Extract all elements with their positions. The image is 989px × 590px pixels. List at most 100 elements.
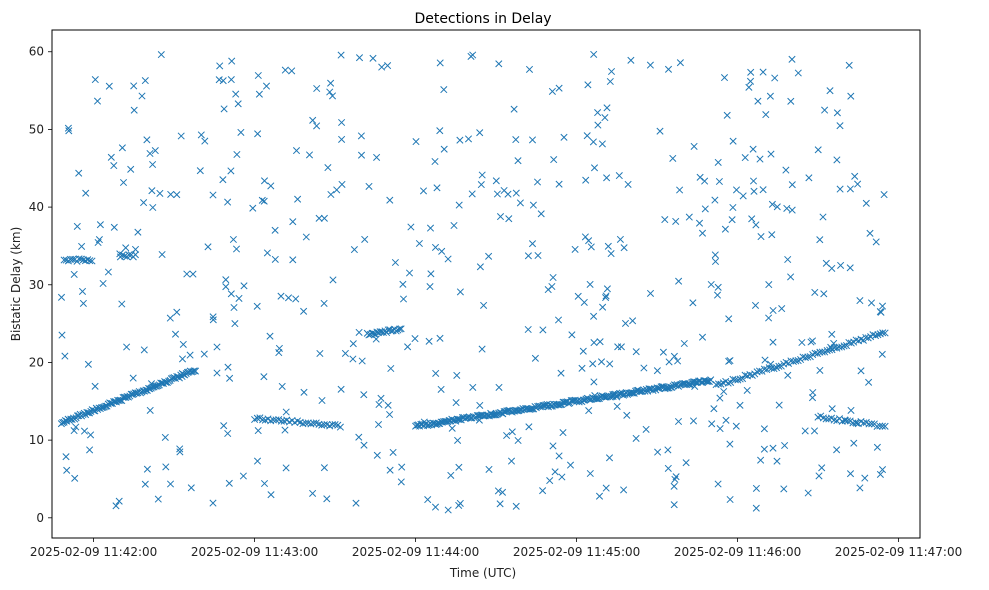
scatter-point	[129, 374, 137, 382]
scatter-point	[405, 269, 414, 277]
scatter-point	[87, 431, 95, 439]
scatter-point	[620, 486, 628, 494]
scatter-point	[476, 263, 484, 271]
scatter-point	[605, 454, 614, 462]
scatter-point	[809, 388, 817, 397]
scatter-point	[300, 388, 308, 396]
scatter-point	[232, 90, 240, 98]
scatter-point	[621, 319, 630, 327]
scatter-point	[140, 199, 148, 207]
scatter-point	[141, 77, 149, 85]
scatter-point	[176, 445, 184, 453]
scatter-point	[711, 251, 719, 259]
scatter-point	[646, 289, 655, 297]
scatter-point	[365, 182, 373, 190]
scatter-point	[551, 468, 559, 476]
scatter-point	[433, 184, 441, 192]
scatter-point	[447, 471, 455, 479]
scatter-point	[833, 446, 841, 454]
scatter-point	[233, 150, 241, 159]
scatter-point	[213, 343, 221, 351]
scatter-point	[391, 258, 399, 267]
scatter-point	[878, 422, 886, 430]
scatter-point	[525, 65, 534, 73]
scatter-point	[420, 418, 428, 426]
scatter-point	[584, 81, 592, 89]
scatter-point	[678, 380, 687, 388]
scatter-point	[331, 421, 339, 429]
scatter-point	[768, 200, 776, 208]
scatter-point	[178, 370, 186, 378]
scatter-point	[628, 389, 636, 397]
scatter-point	[260, 197, 268, 205]
scatter-point	[338, 180, 346, 188]
scatter-point	[498, 488, 507, 496]
scatter-point	[707, 280, 715, 289]
scatter-point	[369, 54, 377, 62]
scatter-point	[554, 316, 563, 324]
scatter-point	[750, 187, 758, 195]
scatter-point	[455, 201, 463, 209]
scatter-point	[407, 223, 415, 231]
scatter-point	[865, 420, 873, 428]
scatter-point	[657, 383, 665, 391]
scatter-point	[874, 331, 882, 339]
scatter-point	[72, 423, 80, 431]
scatter-point	[289, 218, 297, 226]
scatter-point	[811, 288, 819, 296]
scatter-point	[204, 243, 212, 251]
scatter-point	[759, 68, 767, 76]
scatter-point	[225, 479, 233, 487]
scatter-point	[495, 383, 503, 391]
scatter-point	[456, 136, 464, 144]
scatter-point	[830, 339, 838, 347]
scatter-point	[512, 136, 520, 144]
scatter-point	[804, 489, 812, 497]
scatter-point	[302, 233, 310, 241]
scatter-point	[254, 130, 262, 138]
scatter-point	[357, 151, 366, 159]
scatter-point	[384, 401, 392, 409]
scatter-point	[426, 224, 435, 232]
scatter-point	[496, 500, 504, 508]
scatter-point	[714, 480, 722, 488]
scatter-point	[232, 245, 241, 253]
scatter-point	[289, 256, 297, 264]
scatter-point	[323, 495, 331, 503]
scatter-point	[196, 167, 204, 175]
scatter-point	[792, 357, 800, 365]
scatter-point	[179, 340, 187, 348]
scatter-point	[177, 132, 185, 140]
y-tick-label: 50	[29, 122, 44, 136]
scatter-point	[810, 427, 819, 435]
scatter-point	[411, 335, 419, 343]
scatter-point	[118, 144, 126, 152]
scatter-point	[867, 299, 876, 307]
scatter-point	[395, 325, 404, 333]
y-tick-label: 20	[29, 355, 44, 369]
scatter-point	[450, 221, 458, 230]
scatter-point	[512, 189, 520, 197]
scatter-point	[328, 92, 337, 100]
scatter-point	[524, 325, 532, 334]
scatter-point	[632, 434, 640, 442]
scatter-point	[684, 380, 692, 388]
scatter-point	[642, 425, 650, 433]
scatter-point	[840, 342, 848, 350]
scatter-point	[756, 155, 764, 163]
scatter-point	[710, 405, 718, 413]
scatter-point	[386, 410, 394, 419]
scatter-point	[169, 374, 177, 382]
scatter-point	[282, 464, 290, 472]
scatter-point	[549, 273, 557, 282]
scatter-point	[856, 484, 864, 492]
scatter-point	[96, 221, 104, 229]
scatter-point	[58, 331, 66, 339]
scatter-point	[533, 178, 542, 186]
scatter-point	[723, 111, 731, 119]
scatter-point	[71, 474, 79, 482]
scatter-point	[432, 369, 440, 377]
scatter-point	[770, 365, 778, 373]
scatter-point	[360, 391, 368, 399]
scatter-point	[310, 419, 318, 427]
